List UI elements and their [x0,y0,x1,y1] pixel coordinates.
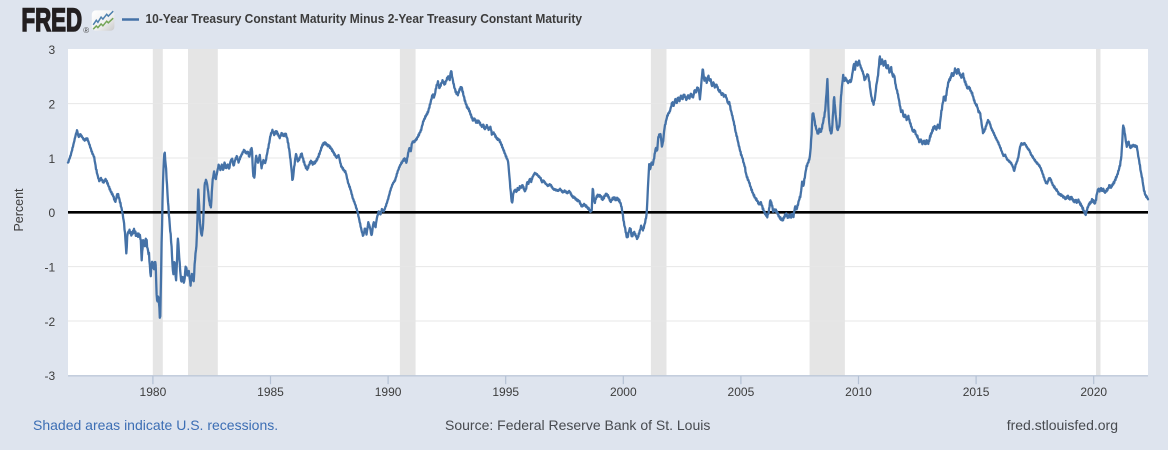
svg-text:0: 0 [49,206,56,220]
svg-text:2010: 2010 [845,385,872,399]
svg-text:Percent: Percent [12,188,26,232]
svg-text:2015: 2015 [963,385,990,399]
svg-text:2005: 2005 [728,385,755,399]
svg-text:2: 2 [49,98,56,112]
svg-text:fred.stlouisfed.org: fred.stlouisfed.org [1007,417,1118,433]
svg-text:-1: -1 [45,260,56,274]
svg-text:2000: 2000 [610,385,637,399]
svg-text:1985: 1985 [257,385,284,399]
svg-text:2020: 2020 [1080,385,1107,399]
svg-text:Source: Federal Reserve Bank o: Source: Federal Reserve Bank of St. Loui… [445,417,710,433]
svg-text:Shaded areas indicate U.S. rec: Shaded areas indicate U.S. recessions. [33,417,278,433]
svg-text:1980: 1980 [140,385,167,399]
svg-text:10-Year Treasury Constant Matu: 10-Year Treasury Constant Maturity Minus… [146,11,583,26]
svg-text:1995: 1995 [492,385,519,399]
svg-text:®: ® [83,26,89,35]
svg-text:1990: 1990 [375,385,402,399]
svg-text:1: 1 [49,152,56,166]
svg-text:FRED: FRED [22,2,83,38]
svg-text:-2: -2 [45,315,56,329]
svg-text:-3: -3 [45,369,56,383]
svg-text:3: 3 [49,43,56,57]
